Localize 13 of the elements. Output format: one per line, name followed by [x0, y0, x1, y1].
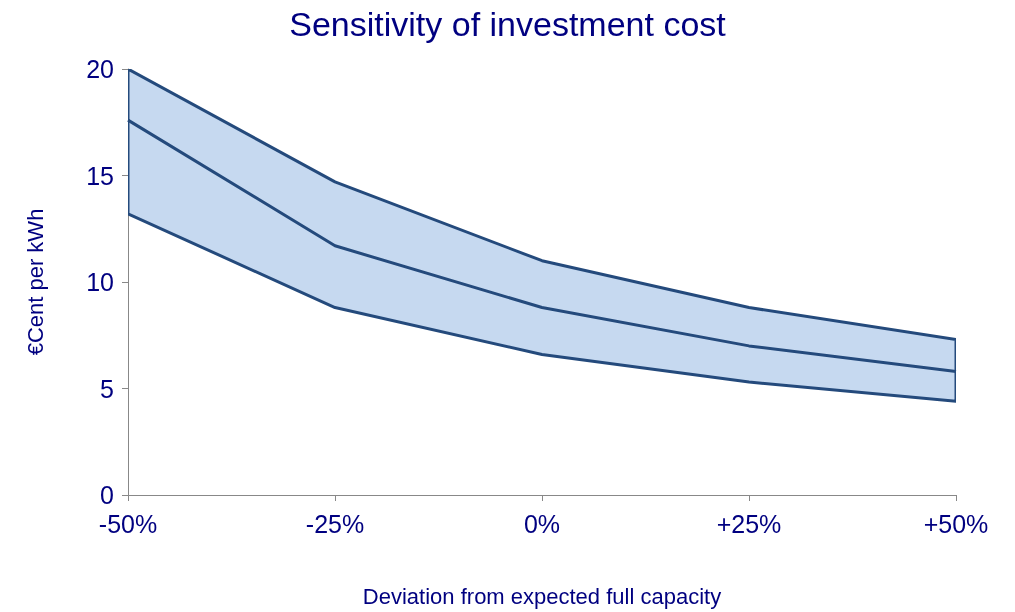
y-tick-label: 10: [86, 268, 114, 296]
y-tick-label: 15: [86, 161, 114, 190]
y-tick-label: 5: [100, 374, 114, 403]
y-axis-title: €Cent per kWh: [22, 208, 48, 356]
y-tick-label: 0: [100, 481, 114, 509]
x-tick-label: -25%: [305, 509, 365, 538]
x-tick-label: -50%: [98, 509, 158, 538]
chart-title: Sensitivity of investment cost: [289, 5, 727, 43]
x-tick-label: +50%: [923, 509, 989, 538]
x-axis-title: Deviation from expected full capacity: [362, 583, 722, 609]
x-tick-label: +25%: [716, 509, 782, 538]
x-tick-label: 0%: [523, 509, 561, 538]
y-tick-label: 20: [86, 55, 114, 83]
